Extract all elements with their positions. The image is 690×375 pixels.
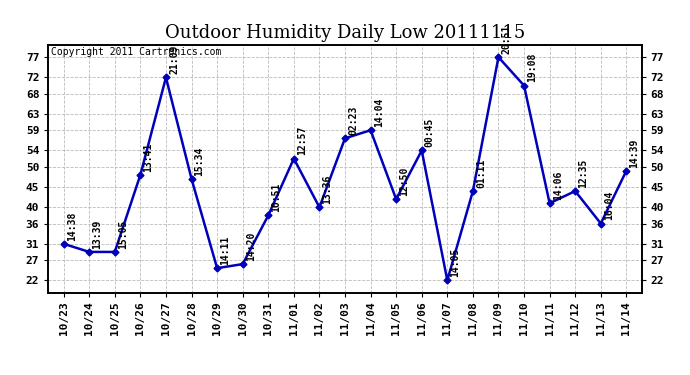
Text: 01:11: 01:11 (476, 159, 486, 188)
Text: 13:36: 13:36 (322, 175, 333, 204)
Text: 14:04: 14:04 (374, 98, 384, 127)
Text: 13:39: 13:39 (92, 219, 102, 249)
Text: 14:11: 14:11 (220, 236, 230, 265)
Title: Outdoor Humidity Daily Low 20111115: Outdoor Humidity Daily Low 20111115 (165, 24, 525, 42)
Text: 12:57: 12:57 (297, 126, 307, 155)
Text: 16:04: 16:04 (604, 191, 614, 220)
Text: 12:50: 12:50 (400, 166, 409, 196)
Text: 12:35: 12:35 (578, 159, 589, 188)
Text: Copyright 2011 Cartronics.com: Copyright 2011 Cartronics.com (51, 48, 221, 57)
Text: 14:06: 14:06 (553, 171, 562, 200)
Text: 19:08: 19:08 (527, 53, 537, 82)
Text: 14:20: 14:20 (246, 231, 256, 261)
Text: 14:05: 14:05 (451, 248, 460, 277)
Text: 10:51: 10:51 (271, 183, 282, 212)
Text: 15:05: 15:05 (118, 219, 128, 249)
Text: 02:23: 02:23 (348, 106, 358, 135)
Text: 21:09: 21:09 (169, 45, 179, 74)
Text: 00:45: 00:45 (425, 118, 435, 147)
Text: 13:41: 13:41 (144, 142, 153, 172)
Text: 14:39: 14:39 (629, 138, 640, 168)
Text: 15:34: 15:34 (195, 146, 205, 176)
Text: 14:38: 14:38 (67, 211, 77, 241)
Text: 20:51: 20:51 (502, 24, 511, 54)
